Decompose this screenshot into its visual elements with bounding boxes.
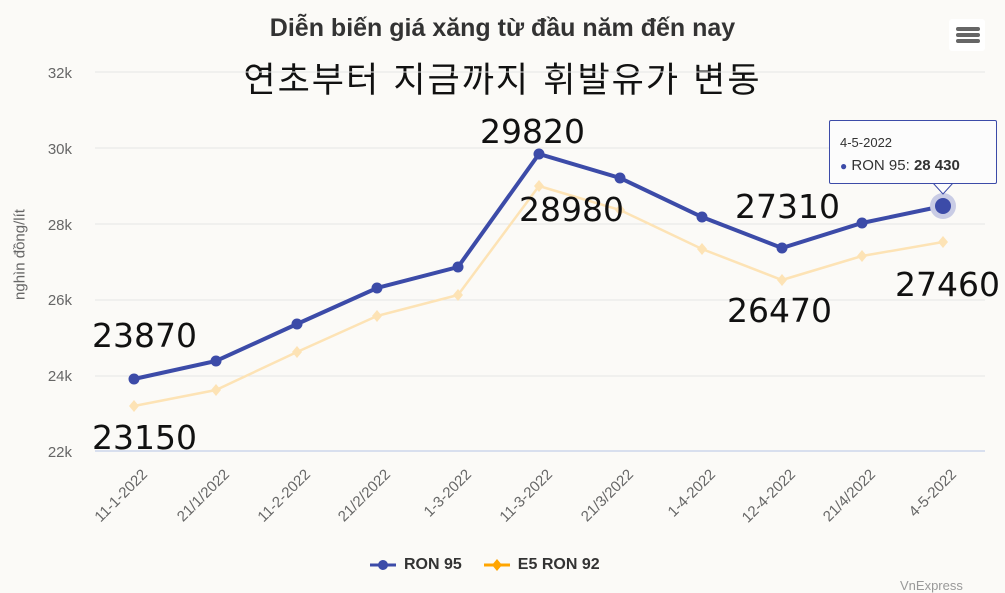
data-label: 23150 (92, 418, 197, 457)
tooltip-value: 28 430 (913, 157, 960, 174)
legend-label: E5 RON 92 (517, 556, 600, 573)
series-ron95-markers (128, 148, 956, 385)
series-e5-ron92-markers (129, 180, 948, 412)
y-tick: 28k (47, 217, 72, 234)
line-circle-marker-icon (370, 560, 396, 570)
legend-label: RON 95 (404, 556, 462, 573)
tooltip: 4-5-2022 ● RON 95: 28 430 (829, 120, 997, 184)
y-tick: 24k (47, 368, 72, 385)
y-tick: 26k (47, 292, 72, 309)
data-label: 28980 (519, 190, 624, 229)
data-label: 23870 (92, 316, 197, 355)
legend-item-e5ron92[interactable]: E5 RON 92 (483, 556, 600, 574)
chart-title: Diễn biến giá xăng từ đầu năm đến nay (269, 14, 736, 42)
legend: RON 95 E5 RON 92 (370, 556, 600, 574)
data-label: 29820 (480, 112, 585, 151)
tooltip-line: ● RON 95: 28 430 (840, 157, 960, 174)
y-tick: 22k (47, 444, 72, 461)
y-tick: 32k (47, 65, 72, 82)
series-dot-icon: ● (840, 159, 848, 173)
legend-item-ron95[interactable]: RON 95 (370, 556, 462, 574)
credit-text[interactable]: VnExpress (900, 578, 963, 593)
hamburger-menu-icon[interactable] (949, 19, 985, 51)
tooltip-series: RON 95: (851, 157, 914, 174)
data-label: 27310 (735, 187, 840, 226)
data-label: 26470 (727, 291, 832, 330)
data-label: 27460 (895, 265, 1000, 304)
chart-subtitle: 연초부터 지금까지 휘발유가 변동 (243, 61, 762, 101)
tooltip-date: 4-5-2022 (840, 135, 893, 150)
line-diamond-marker-icon (483, 559, 510, 571)
y-tick: 30k (47, 141, 72, 158)
